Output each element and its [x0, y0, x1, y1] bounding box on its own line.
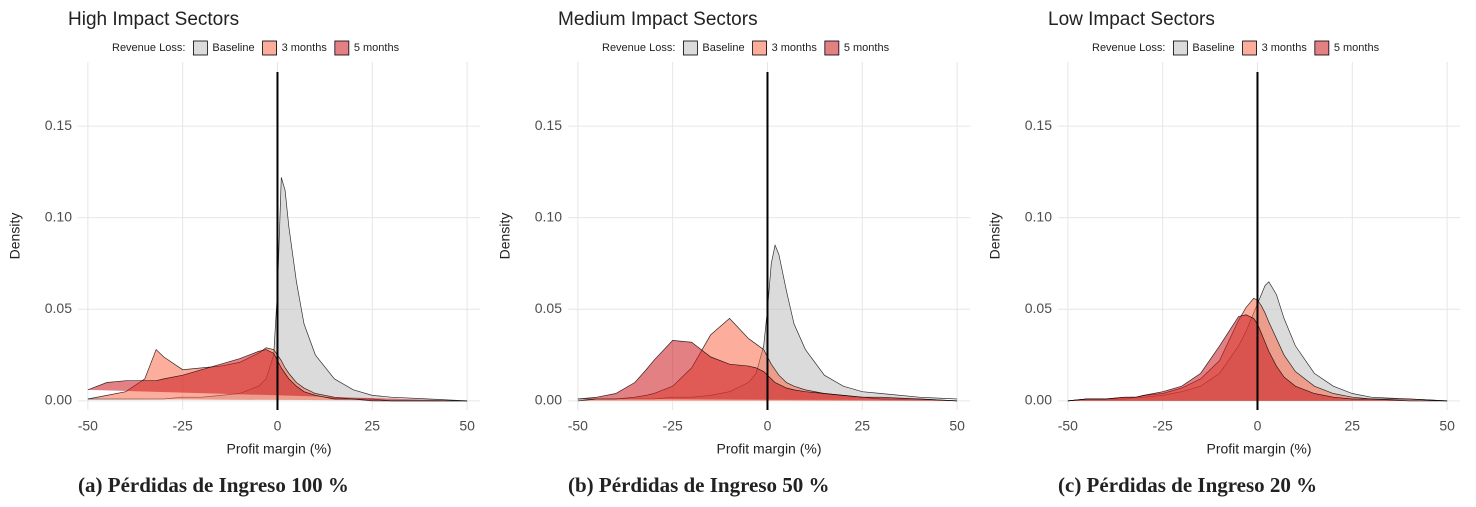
legend-title: Revenue Loss:	[1092, 42, 1165, 54]
y-axis-label: Density	[497, 213, 513, 260]
x-tick-label: 0	[1254, 418, 1262, 434]
y-tick-label: 0.00	[535, 392, 562, 408]
x-tick-label: 50	[949, 418, 965, 434]
y-tick-label: 0.10	[1025, 208, 1052, 224]
x-tick-label: 25	[855, 418, 871, 434]
chart-title: Medium Impact Sectors	[558, 9, 758, 30]
legend-swatch	[334, 40, 350, 56]
y-axis-label: Density	[7, 213, 23, 260]
caption: (a) Pérdidas de Ingreso 100 %	[78, 473, 349, 497]
legend-swatch	[752, 40, 767, 56]
legend-swatch	[262, 40, 277, 56]
x-tick-label: -50	[568, 418, 588, 434]
density-area	[577, 340, 958, 402]
y-axis-label: Density	[987, 213, 1003, 260]
y-tick-label: 0.15	[45, 117, 72, 133]
x-tick-label: -50	[78, 418, 98, 434]
x-axis-label: Profit margin (%)	[1206, 441, 1311, 457]
legend-swatch	[824, 40, 840, 56]
y-tick-label: 0.15	[1025, 117, 1052, 133]
x-axis-label: Profit margin (%)	[716, 441, 821, 457]
x-tick-label: -25	[663, 418, 683, 434]
legend-swatch	[1314, 40, 1330, 56]
legend-label: 3 months	[282, 42, 328, 54]
legend-label: Baseline	[702, 42, 744, 54]
x-tick-label: -25	[1153, 418, 1173, 434]
x-tick-label: 25	[1345, 418, 1361, 434]
y-tick-label: 0.15	[535, 117, 562, 133]
legend-label: 5 months	[844, 42, 890, 54]
y-tick-label: 0.10	[535, 208, 562, 224]
y-tick-label: 0.05	[535, 300, 562, 316]
y-tick-label: 0.10	[45, 208, 72, 224]
y-tick-label: 0.05	[45, 300, 72, 316]
legend-title: Revenue Loss:	[602, 42, 675, 54]
x-tick-label: 0	[764, 418, 772, 434]
x-tick-label: 0	[274, 418, 282, 434]
y-tick-label: 0.00	[1025, 392, 1052, 408]
legend-swatch	[1172, 40, 1188, 56]
y-tick-label: 0.05	[1025, 300, 1052, 316]
x-tick-label: 25	[365, 418, 381, 434]
legend-label: Baseline	[212, 42, 254, 54]
legend-label: 5 months	[354, 42, 400, 54]
legend-swatch	[192, 40, 208, 56]
chart-title: Low Impact Sectors	[1048, 9, 1215, 30]
y-tick-label: 0.00	[45, 392, 72, 408]
x-tick-label: 50	[459, 418, 475, 434]
legend-label: 3 months	[772, 42, 818, 54]
caption: (b) Pérdidas de Ingreso 50 %	[568, 473, 830, 497]
x-axis-label: Profit margin (%)	[226, 441, 331, 457]
legend-title: Revenue Loss:	[112, 42, 185, 54]
x-tick-label: -50	[1058, 418, 1078, 434]
x-tick-label: 50	[1439, 418, 1455, 434]
legend-swatch	[682, 40, 698, 56]
legend-label: Baseline	[1192, 42, 1234, 54]
legend-swatch	[1242, 40, 1257, 56]
legend-label: 3 months	[1262, 42, 1308, 54]
legend-label: 5 months	[1334, 42, 1380, 54]
chart-title: High Impact Sectors	[68, 9, 239, 30]
x-tick-label: -25	[173, 418, 193, 434]
caption: (c) Pérdidas de Ingreso 20 %	[1058, 473, 1317, 497]
